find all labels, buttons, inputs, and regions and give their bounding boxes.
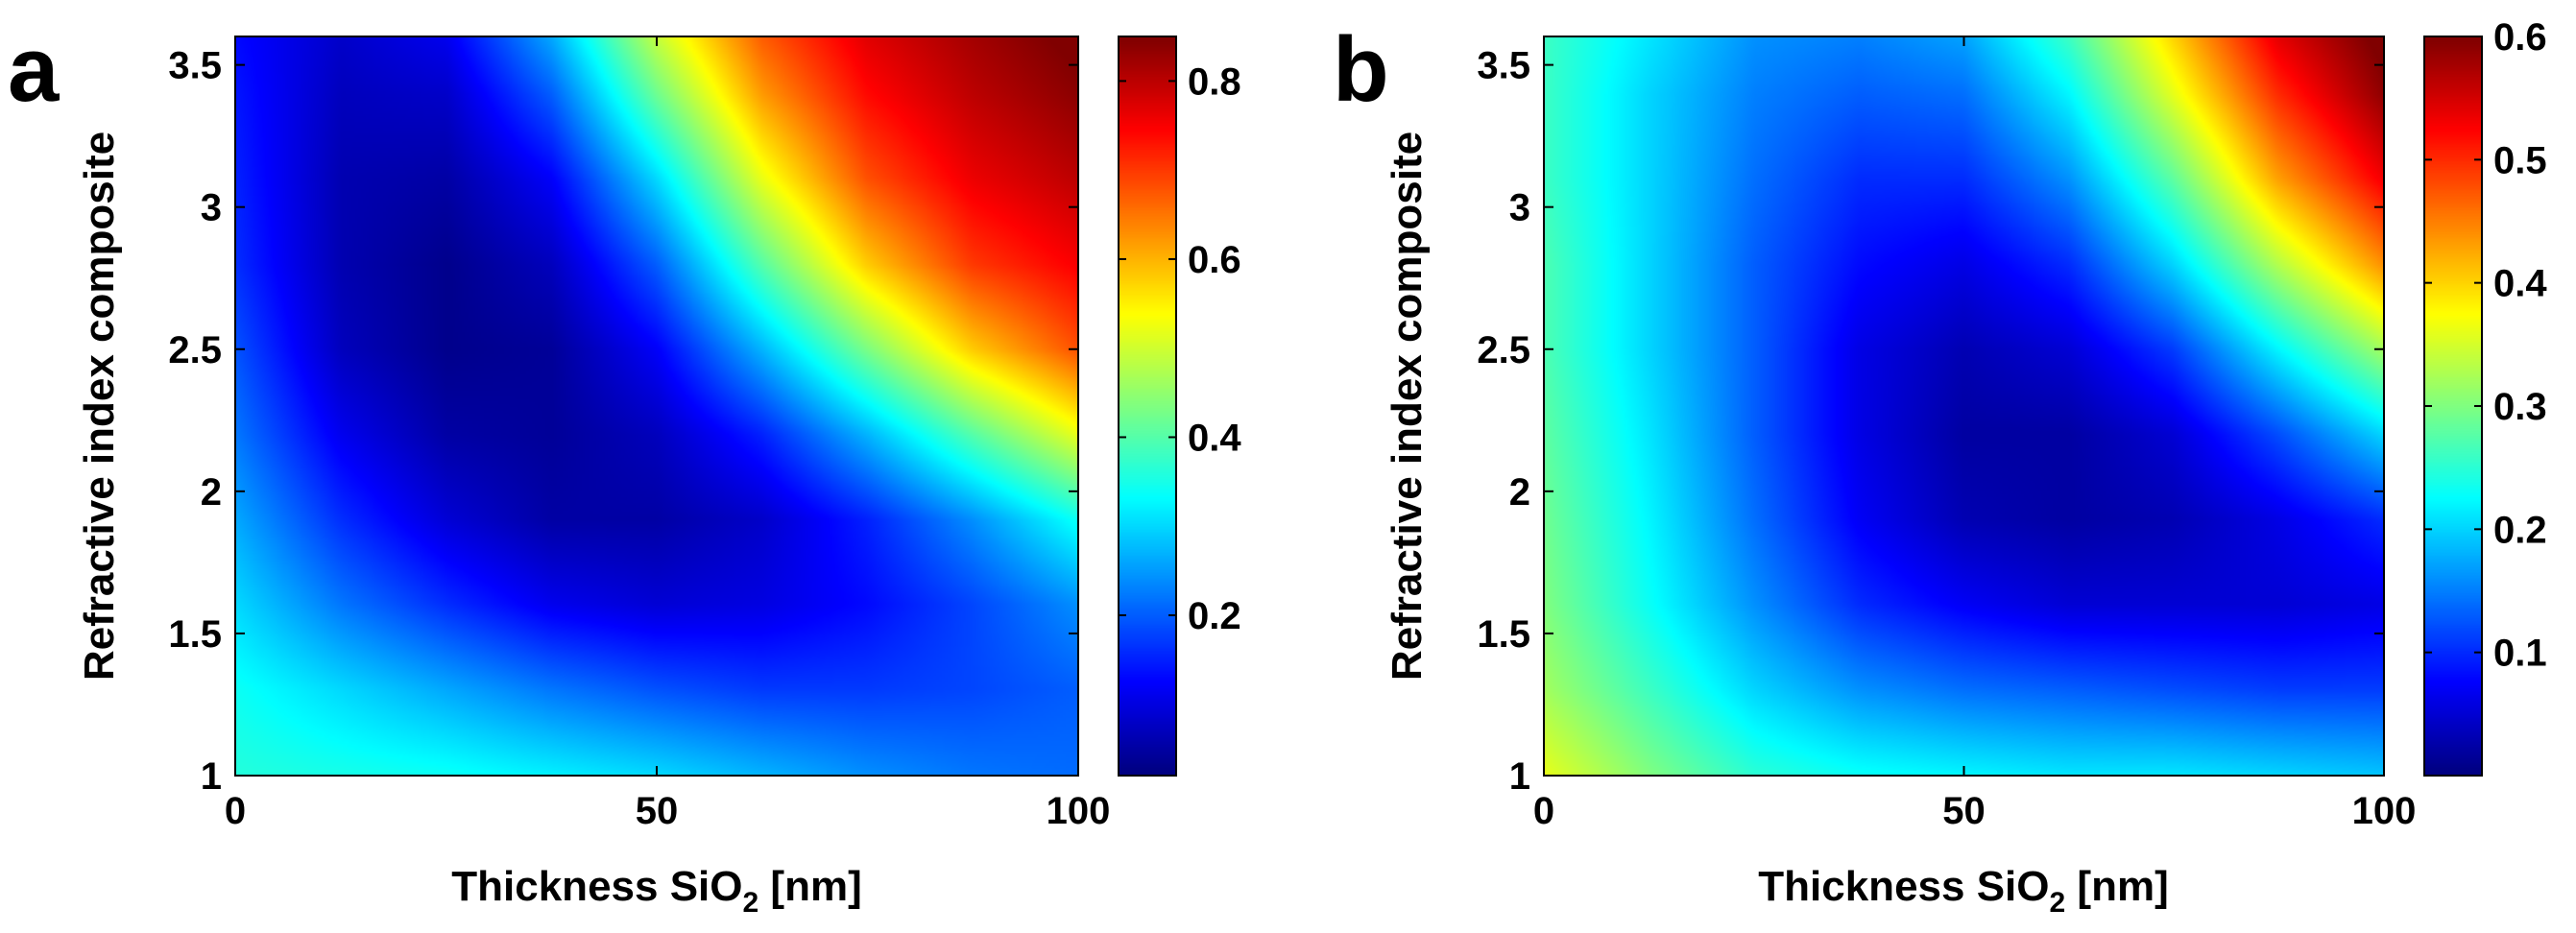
panel-a-colorbar-frame <box>1118 36 1177 777</box>
panel-b-colorbar-tick-label: 0.6 <box>2493 16 2547 59</box>
panel-b-colorbar-tick-label: 0.4 <box>2493 263 2547 305</box>
panel-a-y-tick-label: 1.5 <box>168 613 222 656</box>
panel-a-axes: 0 50 100 1 1.5 2 2.5 3 3.5 <box>168 36 1110 832</box>
panel-a-colorbar-tick-label: 0.6 <box>1188 239 1241 281</box>
panel-a-letter: a <box>8 18 60 121</box>
panel-a-y-tick-label: 3.5 <box>168 45 222 87</box>
panel-b-y-tick-label: 3.5 <box>1477 45 1530 87</box>
panel-a-x-axis-label: Thickness SiO2 [nm] <box>451 863 861 919</box>
panel-b-x-axis-label: Thickness SiO2 [nm] <box>1758 863 2168 919</box>
panel-a-y-tick-label: 2 <box>201 471 222 514</box>
panel-a-x-tick-label: 0 <box>225 790 246 832</box>
panel-b-y-tick-label: 3 <box>1509 187 1530 229</box>
panel-b-y-tick-label: 2.5 <box>1477 329 1530 371</box>
panel-b-y-tick-label: 1 <box>1509 755 1530 798</box>
panel-a-colorbar-ticks: 0.2 0.4 0.6 0.8 <box>1119 60 1241 637</box>
panel-a-colorbar-image <box>1119 36 1176 776</box>
panel-a-colorbar-tick-label: 0.8 <box>1188 60 1241 103</box>
panel-b-colorbar-ticks: 0.1 0.2 0.3 0.4 0.5 0.6 <box>2424 16 2547 675</box>
panel-b-colorbar: 0.1 0.2 0.3 0.4 0.5 0.6 <box>2423 16 2547 777</box>
panel-b-heatmap <box>1543 36 2385 777</box>
panel-a-x-tick-label: 50 <box>636 790 679 832</box>
panel-b-x-tick-label: 100 <box>2352 790 2417 832</box>
panel-a-y-tick-label: 2.5 <box>168 329 222 371</box>
panel-a-x-tick-label: 100 <box>1047 790 1111 832</box>
panel-b-colorbar-tick-label: 0.1 <box>2493 633 2547 675</box>
panel-a-heatmap-image <box>235 36 1078 776</box>
panel-b-heatmap-image <box>1544 36 2384 776</box>
panel-b-colorbar-tick-label: 0.5 <box>2493 139 2547 181</box>
panel-a-y-tick-label: 3 <box>201 187 222 229</box>
panel-a-colorbar-tick-label: 0.4 <box>1188 417 1241 459</box>
panel-a-y-tick-label: 1 <box>201 755 222 798</box>
panel-b-y-tick-label: 2 <box>1509 471 1530 514</box>
panel-b-y-axis-label: Refractive index composite <box>1384 132 1431 681</box>
panel-b-colorbar-tick-label: 0.3 <box>2493 386 2547 428</box>
panel-b-y-tick-label: 1.5 <box>1477 613 1530 656</box>
panel-b-x-tick-label: 0 <box>1533 790 1554 832</box>
panel-b-colorbar-tick-label: 0.2 <box>2493 509 2547 551</box>
panel-b-x-tick-label: 50 <box>1942 790 1986 832</box>
panel-b-colorbar-image <box>2424 36 2482 776</box>
panel-a-heatmap <box>234 36 1079 777</box>
panel-a: a 0 50 100 1 1.5 2 2.5 3 3.5 0.2 0.4 0.6 0.8 Thickn… <box>8 18 1241 919</box>
panel-b-letter: b <box>1333 18 1389 121</box>
panel-a-y-axis-label: Refractive index composite <box>76 132 123 681</box>
panel-b-axes: 0 50 100 1 1.5 2 2.5 3 3.5 <box>1477 36 2416 832</box>
panel-a-colorbar: 0.2 0.4 0.6 0.8 <box>1118 36 1241 777</box>
panel-a-colorbar-tick-label: 0.2 <box>1188 595 1241 637</box>
